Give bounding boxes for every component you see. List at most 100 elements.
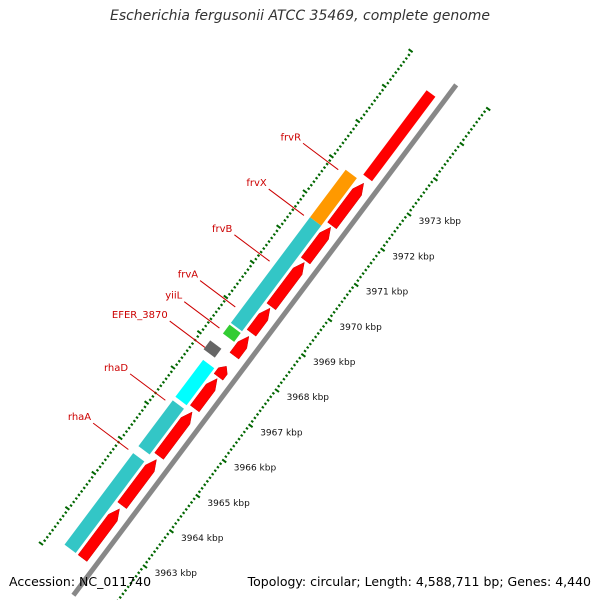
outer-tick (182, 352, 187, 356)
outer-tick (72, 500, 76, 504)
gene-labels: frvR frvX frvB frvA yiiL EFER_3870 rhaD rhaA (68, 132, 339, 450)
inner-tick (467, 131, 471, 135)
outer-tick (309, 183, 313, 187)
inner-tick (329, 314, 334, 318)
inner-tick (224, 455, 228, 459)
inner-tick (406, 212, 412, 217)
inner-tick (303, 349, 307, 353)
map-title: Escherichia fergusonii ATCC 35469, compl… (109, 8, 491, 24)
inner-tick (461, 138, 466, 142)
cds-arrow (154, 411, 193, 460)
inner-tick (179, 514, 183, 519)
inner-tick (482, 110, 487, 114)
inner-tick (213, 469, 217, 473)
kbp-label: 3966 kbp (234, 464, 277, 474)
inner-tick (211, 472, 215, 476)
label-leader (302, 142, 339, 171)
cds-arrow (300, 226, 332, 265)
outer-tick (132, 419, 136, 423)
outer-tick (109, 451, 113, 455)
inner-tick (314, 335, 318, 339)
outer-tick (143, 405, 147, 409)
inner-tick (377, 250, 381, 255)
outer-tick (122, 433, 126, 437)
outer-tick (267, 239, 271, 244)
inner-tick (189, 500, 194, 504)
inner-tick (311, 338, 315, 343)
outer-tick (262, 247, 266, 251)
cds-arrow (327, 182, 365, 230)
outer-tick (196, 335, 200, 339)
inner-tick (158, 543, 162, 547)
inner-tick (385, 240, 389, 244)
outer-tick (79, 489, 84, 494)
outer-tick (219, 303, 224, 307)
inner-tick (184, 507, 188, 511)
inner-tick (274, 388, 280, 393)
outer-tick (375, 95, 379, 99)
inner-tick (446, 159, 450, 163)
inner-tick (427, 184, 431, 188)
inner-tick (356, 279, 360, 283)
outer-tick (188, 345, 192, 349)
outer-tick (117, 435, 123, 441)
inner-tick (216, 465, 220, 469)
outer-tick (53, 525, 57, 529)
gene-track (64, 169, 357, 554)
outer-tick (56, 521, 60, 525)
outer-tick (209, 317, 213, 321)
inner-tick (131, 578, 136, 582)
outer-tick (354, 123, 358, 127)
outer-tick (338, 144, 342, 149)
inner-tick (366, 264, 370, 269)
inner-tick (171, 525, 175, 529)
inner-tick (145, 560, 149, 564)
outer-tick (77, 493, 81, 497)
inner-tick (258, 409, 262, 413)
outer-tick (206, 320, 210, 325)
summary-text: Topology: circular; Length: 4,588,711 bp… (247, 574, 591, 589)
outer-tick (87, 479, 92, 483)
outer-tick (95, 468, 100, 472)
outer-tick (291, 208, 295, 212)
outer-tick (101, 461, 105, 465)
inner-tick (485, 106, 491, 112)
outer-tick (111, 447, 115, 451)
outer-tick-ring (38, 48, 414, 546)
inner-tick (395, 226, 400, 230)
inner-tick (332, 310, 336, 314)
outer-tick (283, 218, 287, 222)
inner-tick (372, 257, 376, 262)
inner-tick (282, 377, 286, 381)
outer-tick (180, 356, 184, 360)
outer-tick (190, 342, 195, 346)
inner-tick (134, 574, 138, 578)
outer-tick (246, 268, 250, 272)
outer-tick (399, 63, 403, 68)
inner-tick (221, 458, 227, 464)
outer-tick (272, 232, 276, 237)
inner-tick (340, 300, 344, 304)
kbp-label: 3964 kbp (181, 534, 224, 544)
inner-tick (416, 198, 421, 202)
inner-tick (147, 557, 151, 561)
inner-tick (353, 282, 359, 288)
outer-tick (381, 83, 387, 89)
inner-tick (335, 307, 339, 311)
outer-tick (148, 398, 152, 402)
backbone-band (71, 83, 459, 597)
outer-tick (235, 282, 239, 286)
inner-tick (277, 384, 281, 388)
outer-tick (394, 71, 398, 75)
genome-backbone (71, 83, 459, 597)
inner-tick (237, 437, 241, 441)
inner-tick (393, 229, 397, 233)
outer-tick (212, 313, 216, 318)
outer-tick (98, 465, 102, 469)
outer-tick (106, 454, 110, 458)
outer-tick (201, 327, 205, 332)
inner-tick (374, 254, 378, 258)
inner-tick (126, 585, 130, 589)
inner-tick (480, 113, 484, 117)
